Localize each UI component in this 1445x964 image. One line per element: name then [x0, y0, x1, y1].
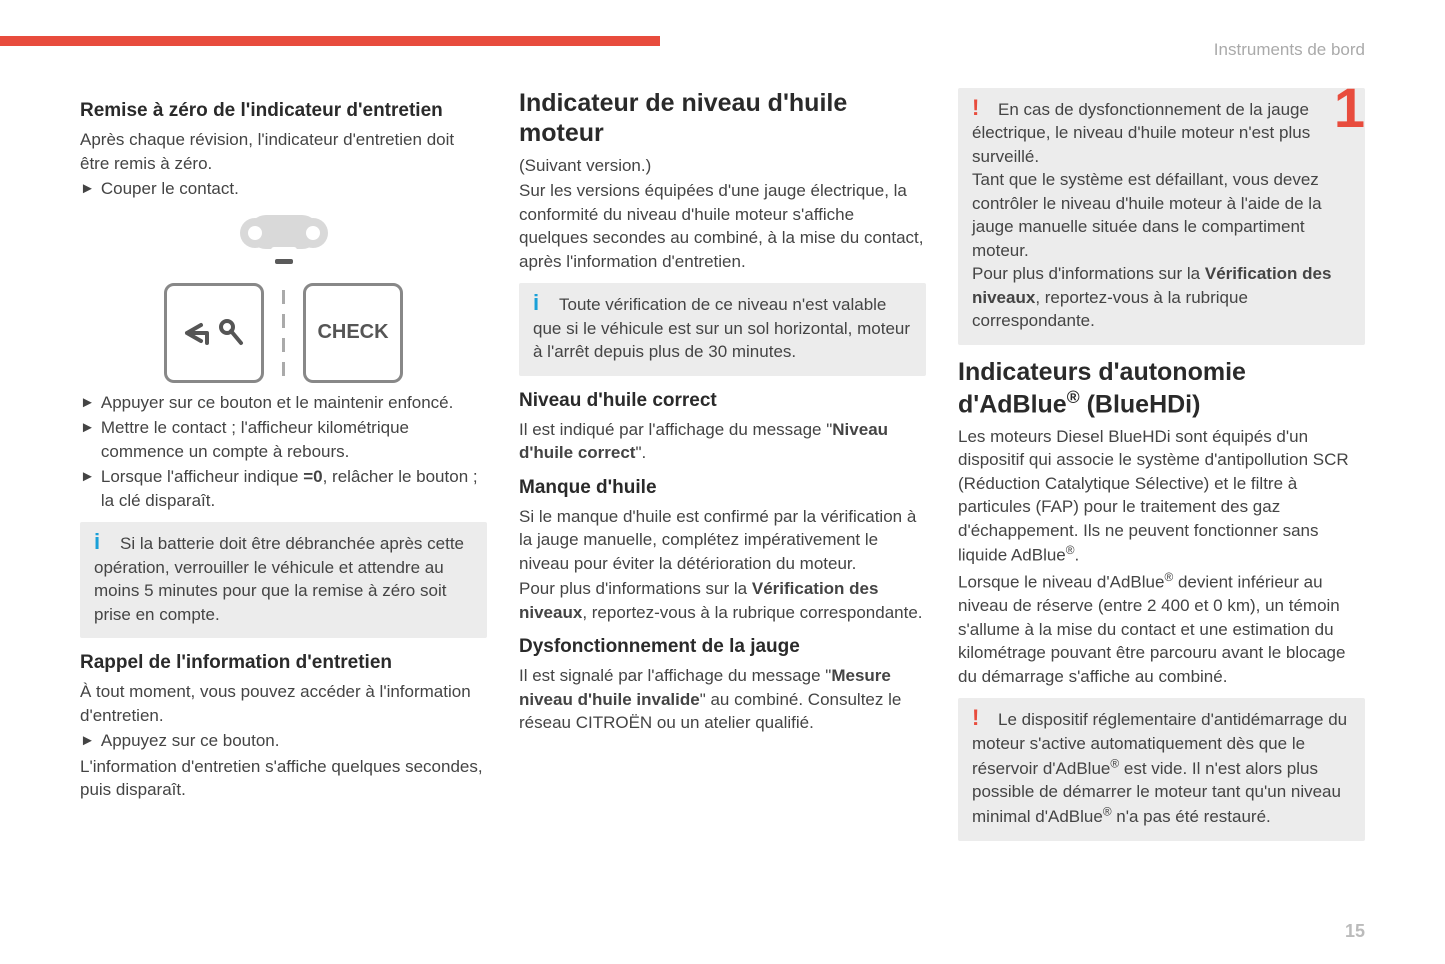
note-oil-text: Toute vérification de ce niveau n'est va… [533, 295, 910, 361]
step-text: Couper le contact. [101, 177, 239, 200]
warn2-c: n'a pas été restauré. [1112, 807, 1271, 826]
triangle-bullet-icon: ► [80, 418, 95, 439]
step-cut-ignition: ► Couper le contact. [80, 177, 487, 200]
content-columns: Remise à zéro de l'indicateur d'entretie… [80, 88, 1365, 853]
heading-oil-indicator: Indicateur de niveau d'huile moteur [519, 88, 926, 148]
step4-text-a: Lorsque l'afficheur indique [101, 467, 303, 486]
adblue-p2: Lorsque le niveau d'AdBlue® devient infé… [958, 569, 1365, 688]
triangle-bullet-icon: ► [80, 179, 95, 200]
oil-low-p2: Pour plus d'informations sur la Vérifica… [519, 577, 926, 624]
warning-note-gauge-fault: ! En cas de dysfonctionnement de la jaug… [958, 88, 1365, 345]
heading-adblue: Indicateurs d'autonomie d'AdBlue® (BlueH… [958, 357, 1365, 419]
recall-after-text: L'information d'entretien s'affiche quel… [80, 755, 487, 802]
heading-oil-low: Manque d'huile [519, 475, 926, 501]
dashboard-icon [219, 207, 349, 267]
heading-reset-indicator: Remise à zéro de l'indicateur d'entretie… [80, 98, 487, 124]
step-countdown: ► Mettre le contact ; l'afficheur kilomé… [80, 416, 487, 463]
reg-mark: ® [1103, 805, 1112, 819]
reg-mark: ® [1066, 543, 1075, 557]
triangle-bullet-icon: ► [80, 393, 95, 414]
recall-intro-text: À tout moment, vous pouvez accéder à l'i… [80, 680, 487, 727]
warn2-body: Le dispositif réglementaire d'antidémarr… [972, 710, 1347, 826]
step-press-hold: ► Appuyer sur ce bouton et le maintenir … [80, 391, 487, 414]
note-battery-text: Si la batterie doit être débranchée aprè… [94, 534, 464, 623]
warning-icon: ! [972, 708, 990, 728]
oil-version-text: (Suivant version.) [519, 154, 926, 177]
column-1: Remise à zéro de l'indicateur d'entretie… [80, 88, 487, 853]
adblue-p1: Les moteurs Diesel BlueHDi sont équipés … [958, 425, 1365, 567]
heading-oil-ok: Niveau d'huile correct [519, 388, 926, 414]
step-text: Appuyer sur ce bouton et le maintenir en… [101, 391, 454, 414]
reg-mark: ® [1110, 756, 1119, 770]
column-2: Indicateur de niveau d'huile moteur (Sui… [519, 88, 926, 853]
step-text: Appuyez sur ce bouton. [101, 729, 280, 752]
accent-bar [0, 36, 660, 46]
step-press-button: ► Appuyez sur ce bouton. [80, 729, 487, 752]
warning-icon: ! [972, 98, 990, 118]
page: Instruments de bord 1 15 Remise à zéro d… [0, 0, 1445, 964]
oil-ok-a: Il est indiqué par l'affichage du messag… [519, 420, 832, 439]
gauge-fault-text: Il est signalé par l'affichage du messag… [519, 664, 926, 734]
page-number: 15 [1345, 921, 1365, 942]
step-text: Mettre le contact ; l'afficheur kilométr… [101, 416, 487, 463]
oil-low-p2-b: , reportez-vous à la rubrique correspond… [582, 603, 922, 622]
reset-intro-text: Après chaque révision, l'indicateur d'en… [80, 128, 487, 175]
check-button-illustration: CHECK [303, 283, 403, 383]
warn1-body: En cas de dysfonctionnement de la jauge … [972, 100, 1331, 330]
step-release: ► Lorsque l'afficheur indique =0, relâch… [80, 465, 487, 512]
info-icon: i [533, 293, 551, 313]
back-wrench-icon [179, 313, 249, 353]
back-wrench-button-illustration [164, 283, 264, 383]
triangle-bullet-icon: ► [80, 467, 95, 488]
adblue-h2-sup: ® [1067, 387, 1080, 407]
adblue-p1-b: . [1075, 546, 1080, 565]
check-button-label: CHECK [317, 319, 388, 347]
triangle-bullet-icon: ► [80, 731, 95, 752]
warn1-c-a: Pour plus d'informations sur la [972, 264, 1205, 283]
warn1-a: En cas de dysfonctionnement de la jauge … [972, 100, 1310, 166]
button-row-figure: CHECK [80, 283, 487, 383]
step-text: Lorsque l'afficheur indique =0, relâcher… [101, 465, 487, 512]
oil-low-p1: Si le manque d'huile est confirmé par la… [519, 505, 926, 575]
header-section: Instruments de bord [1214, 40, 1365, 60]
chapter-number: 1 [1334, 80, 1365, 136]
oil-intro-text: Sur les versions équipées d'une jauge él… [519, 179, 926, 273]
info-note-oil-check: i Toute vérification de ce niveau n'est … [519, 283, 926, 375]
dashed-separator [282, 290, 285, 376]
heading-recall-info: Rappel de l'information d'entretien [80, 650, 487, 676]
dashboard-figure [80, 207, 487, 273]
fault-a: Il est signalé par l'affichage du messag… [519, 666, 831, 685]
reg-mark: ® [1164, 570, 1173, 584]
adblue-p1-a: Les moteurs Diesel BlueHDi sont équipés … [958, 427, 1349, 565]
warn1-b: Tant que le système est défaillant, vous… [972, 170, 1322, 259]
adblue-h2-b: (BlueHDi) [1080, 390, 1201, 418]
oil-low-p2-a: Pour plus d'informations sur la [519, 579, 752, 598]
oil-ok-b: ". [635, 443, 646, 462]
adblue-p2-a: Lorsque le niveau d'AdBlue [958, 573, 1164, 592]
info-note-battery: i Si la batterie doit être débranchée ap… [80, 522, 487, 638]
heading-gauge-fault: Dysfonctionnement de la jauge [519, 634, 926, 660]
column-3: ! En cas de dysfonctionnement de la jaug… [958, 88, 1365, 853]
warning-note-adblue-empty: ! Le dispositif réglementaire d'antidéma… [958, 698, 1365, 841]
info-icon: i [94, 532, 112, 552]
oil-ok-text: Il est indiqué par l'affichage du messag… [519, 418, 926, 465]
step4-bold: =0 [303, 467, 322, 486]
